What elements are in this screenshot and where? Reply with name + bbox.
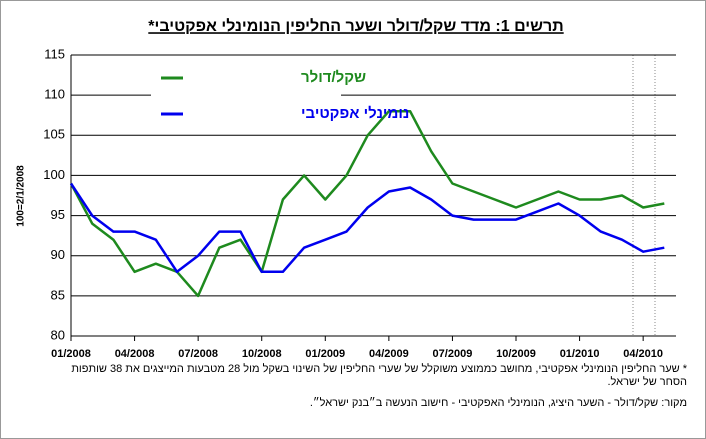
chart-title: תרשים 1: מדד שקל/דולר ושער החליפין הנומי… [148,17,563,35]
y-tick-label: 85 [51,287,65,302]
x-tick-label: 01/2009 [305,348,345,360]
y-tick-label: 105 [43,127,65,142]
series-line [69,182,665,274]
x-tick-label: 04/2009 [369,348,409,360]
y-tick-label: 110 [44,87,65,102]
footnote: * שער החליפין הנומינלי אפקטיבי, מחושב כמ… [71,363,687,388]
legend-label: נומינלי אפקטיבי [301,105,409,122]
y-tick-label: 100 [43,167,65,182]
series-line [69,109,665,298]
legend-label: שקל/דולר [301,69,366,86]
x-tick-label: 07/2008 [178,348,218,360]
x-tick-label: 10/2009 [496,348,536,360]
x-tick-label: 04/2010 [623,348,663,360]
x-tick-label: 10/2008 [242,348,282,360]
footnote: מקור: שקל/דולר - השער היציג, הנומינלי הא… [309,397,687,409]
x-tick-label: 04/2008 [115,348,155,360]
y-axis-label: 100=2/1/2008 [16,165,27,227]
x-tick-label: 07/2009 [433,348,473,360]
x-tick-label: 01/2008 [51,348,91,360]
y-tick-label: 115 [44,46,65,61]
y-tick-label: 80 [51,327,65,342]
y-tick-label: 95 [51,207,65,222]
x-tick-label: 01/2010 [560,348,600,360]
y-tick-label: 90 [51,247,65,262]
